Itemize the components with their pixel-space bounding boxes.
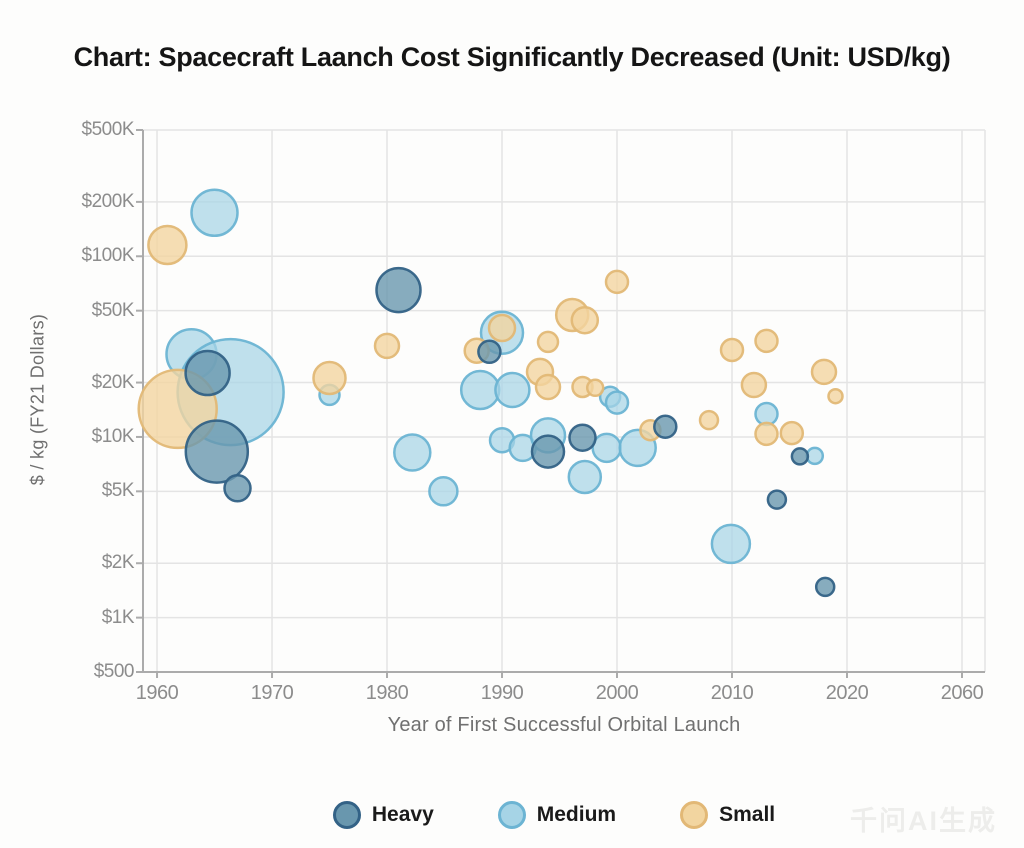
bubble-heavy [184, 419, 250, 484]
bubble-small [570, 305, 600, 335]
bubble-medium [567, 459, 603, 495]
y-tick-label: $100K [81, 245, 135, 267]
bubble-medium [190, 188, 239, 238]
heavy-bubble-swatch-icon [332, 801, 361, 829]
bubble-heavy [766, 489, 788, 510]
y-tick-label: $50K [91, 299, 135, 321]
bubble-heavy [184, 349, 231, 397]
bubble-small [536, 330, 560, 354]
y-tick-label: $5K [101, 480, 135, 502]
y-tick-label: $200K [81, 190, 135, 212]
bubble-small [754, 421, 779, 447]
bubble-heavy [814, 576, 836, 598]
x-tick-label: 1960 [135, 682, 179, 704]
bubble-small [740, 371, 768, 399]
bubble-heavy [375, 266, 422, 314]
legend: Heavy Medium Small [42, 801, 1024, 829]
bubble-medium [459, 369, 501, 411]
legend-label-heavy: Heavy [371, 803, 434, 826]
bubbles [137, 188, 844, 598]
x-tick-label: 1990 [480, 682, 524, 704]
x-tick-label: 1980 [365, 682, 409, 704]
y-tick-label: $10K [91, 425, 135, 447]
legend-label-small: Small [719, 803, 776, 826]
bubble-heavy [568, 423, 597, 452]
bubble-heavy [530, 434, 566, 469]
bubble-medium [591, 432, 622, 464]
y-tick-label: $500 [93, 661, 135, 682]
y-tick-label: $20K [91, 371, 135, 393]
bubble-heavy [223, 474, 252, 503]
bubble-small [754, 328, 779, 354]
bubble-small [312, 360, 347, 396]
chart-title: Chart: Spacecraft Laanch Cost Significan… [73, 42, 951, 72]
x-tick-label: 2000 [595, 682, 639, 704]
bubble-small [698, 409, 720, 431]
medium-bubble-swatch-icon [497, 801, 526, 829]
bubble-small [719, 337, 745, 363]
bubble-small [534, 373, 562, 401]
legend-item-small: Small [680, 801, 775, 829]
x-tick-label: 2020 [825, 682, 869, 704]
x-tick-label: 2060 [940, 682, 984, 704]
bubble-small [810, 358, 838, 386]
bubble-small [604, 269, 630, 295]
bubble-small [487, 313, 517, 343]
bubble-small [827, 387, 844, 405]
y-tick-label: $1K [101, 606, 135, 628]
x-tick-label: 1970 [250, 682, 294, 704]
bubble-medium [494, 371, 531, 409]
bubble-heavy [653, 414, 678, 439]
bubble-heavy [477, 339, 502, 365]
bubble-small [779, 420, 805, 446]
bubble-small [585, 378, 605, 398]
bubble-medium [805, 446, 825, 466]
bubble-medium [393, 433, 432, 472]
legend-item-heavy: Heavy [332, 801, 434, 829]
watermark: 千问AI生成 [850, 806, 997, 836]
bubble-small [147, 224, 188, 266]
y-tick-label: $500K [81, 119, 135, 140]
legend-item-medium: Medium [497, 801, 617, 829]
legend-label-medium: Medium [536, 803, 617, 826]
bubble-medium [428, 476, 459, 507]
small-bubble-swatch-icon [680, 801, 709, 829]
bubble-medium [710, 523, 752, 565]
bubble-heavy [790, 447, 810, 466]
bubble-small [373, 332, 401, 360]
y-tick-label: $2K [101, 552, 135, 574]
bubble-medium [604, 390, 630, 415]
x-axis-title: Year of First Successful Orbital Launch [387, 714, 741, 736]
x-tick-label: 2010 [710, 682, 754, 704]
